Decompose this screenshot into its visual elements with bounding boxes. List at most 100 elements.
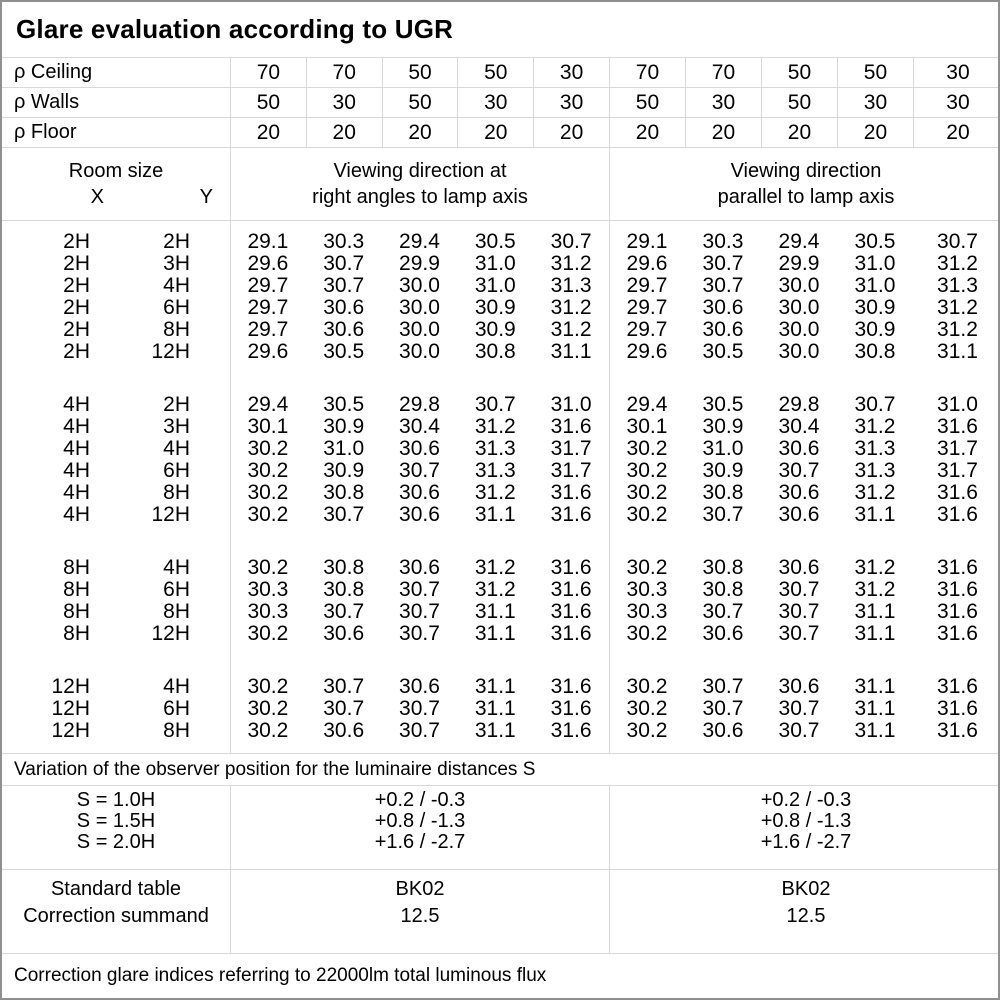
ugr-value-left: 30.7 xyxy=(550,230,592,253)
ugr-value-right: 31.7 xyxy=(937,437,978,460)
ugr-value-right: 31.3 xyxy=(854,437,896,460)
room-size-y: 8H xyxy=(163,719,190,742)
reflectance-value: 50 xyxy=(381,58,458,87)
ugr-value-left: 30.6 xyxy=(323,296,365,319)
left-group-header-line2: right angles to lamp axis xyxy=(312,186,528,208)
ugr-value-left: 31.2 xyxy=(474,578,516,601)
reflectance-value: 50 xyxy=(230,88,306,117)
reflectance-label-ceiling: ρ Ceiling xyxy=(14,61,93,83)
ugr-value-right: 30.8 xyxy=(702,481,744,504)
ugr-value-right: 30.8 xyxy=(854,340,896,363)
s-variation-value: +0.8 / -1.3 xyxy=(760,810,852,832)
ugr-value-right: 30.2 xyxy=(626,697,668,720)
ugr-value-right: 30.5 xyxy=(702,393,744,416)
reflectance-value: 30 xyxy=(533,88,609,117)
ugr-value-left: 30.2 xyxy=(247,503,289,526)
ugr-value-right: 29.8 xyxy=(778,393,820,416)
ugr-value-right: 31.1 xyxy=(937,340,978,363)
observer-variation-block: S = 1.0H S = 1.5H S = 2.0H +0.2 / -0.3 +… xyxy=(2,786,998,870)
ugr-value-right: 31.6 xyxy=(937,697,978,720)
reflectance-value: 30 xyxy=(684,88,761,117)
room-size-x: 2H xyxy=(63,318,90,341)
ugr-value-left: 31.6 xyxy=(550,578,592,601)
ugr-value-left: 31.1 xyxy=(474,503,516,526)
ugr-value-right: 31.1 xyxy=(854,719,896,742)
room-size-x: 12H xyxy=(51,719,90,742)
ugr-value-right: 30.7 xyxy=(702,675,744,698)
ugr-row-group: 4H 2H 29.4 30.5 29.8 30.7 31.0 29.4 30.5 29.8 30.7… xyxy=(2,393,998,526)
ugr-value-left: 31.6 xyxy=(550,719,592,742)
ugr-value-right: 31.7 xyxy=(937,459,978,482)
room-size-y: 4H xyxy=(163,556,190,579)
room-size-x: 4H xyxy=(63,393,90,416)
ugr-value-right: 30.6 xyxy=(702,296,744,319)
room-size-y: 2H xyxy=(163,230,190,253)
ugr-value-right: 31.2 xyxy=(937,252,978,275)
reflectance-value: 20 xyxy=(760,118,837,147)
ugr-value-left: 31.1 xyxy=(474,697,516,720)
ugr-value-right: 30.5 xyxy=(702,340,744,363)
ugr-value-right: 30.3 xyxy=(626,578,668,601)
ugr-value-left: 31.0 xyxy=(474,252,516,275)
ugr-value-left: 30.0 xyxy=(399,340,440,363)
ugr-value-left: 30.7 xyxy=(323,503,365,526)
ugr-row-group: 12H 4H 30.2 30.7 30.6 31.1 31.6 30.2 30.7 30.6 31.… xyxy=(2,675,998,742)
ugr-value-left: 30.8 xyxy=(323,481,365,504)
reflectance-value: 50 xyxy=(760,58,837,87)
ugr-value-right: 30.3 xyxy=(626,600,668,623)
ugr-value-left: 30.2 xyxy=(247,719,289,742)
room-size-x: 2H xyxy=(63,340,90,363)
ugr-value-left: 30.2 xyxy=(247,556,289,579)
ugr-value-right: 30.7 xyxy=(702,274,744,297)
correction-labels: Standard table Correction summand xyxy=(2,870,230,953)
ugr-value-left: 29.6 xyxy=(247,252,289,275)
ugr-value-right: 30.7 xyxy=(778,600,820,623)
reflectance-value: 30 xyxy=(457,88,533,117)
correction-right-values: BK02 12.5 xyxy=(609,870,998,953)
table-row: 4H 8H 30.2 30.8 30.6 31.2 31.6 30.2 30.8 30.6 31.2… xyxy=(2,481,998,504)
room-size-y: 6H xyxy=(163,697,190,720)
ugr-row-group: 8H 4H 30.2 30.8 30.6 31.2 31.6 30.2 30.8 30.6 31.2… xyxy=(2,556,998,645)
reflectance-row-walls: ρ Walls 50 30 50 30 30 50 30 50 30 30 xyxy=(2,88,998,118)
ugr-value-right: 30.7 xyxy=(702,252,744,275)
ugr-value-right: 30.6 xyxy=(702,622,744,645)
reflectance-value: 70 xyxy=(305,58,382,87)
ugr-value-right: 30.6 xyxy=(778,503,820,526)
ugr-value-left: 30.4 xyxy=(399,415,440,438)
table-row: 8H 12H 30.2 30.6 30.7 31.1 31.6 30.2 30.6 30.7 31.… xyxy=(2,622,998,645)
ugr-value-left: 30.8 xyxy=(323,556,365,579)
reflectance-value: 20 xyxy=(381,118,458,147)
ugr-value-left: 31.6 xyxy=(550,503,592,526)
room-size-x: 8H xyxy=(63,600,90,623)
room-size-x: 12H xyxy=(51,675,90,698)
ugr-value-left: 29.7 xyxy=(247,318,289,341)
ugr-value-left: 30.6 xyxy=(399,675,440,698)
ugr-value-right: 30.7 xyxy=(937,230,978,253)
ugr-value-right: 30.7 xyxy=(778,719,820,742)
room-size-y: 2H xyxy=(163,393,190,416)
ugr-value-right: 30.7 xyxy=(702,600,744,623)
room-size-x: 2H xyxy=(63,230,90,253)
ugr-value-left: 30.5 xyxy=(323,340,365,363)
s-distance-labels: S = 1.0H S = 1.5H S = 2.0H xyxy=(2,786,230,869)
ugr-value-left: 31.6 xyxy=(550,556,592,579)
ugr-value-right: 29.4 xyxy=(626,393,668,416)
left-group-header-line1: Viewing direction at xyxy=(333,160,507,182)
ugr-value-right: 30.7 xyxy=(778,459,820,482)
room-size-y: 6H xyxy=(163,578,190,601)
reflectance-value: 30 xyxy=(912,58,998,87)
standard-table-value: BK02 xyxy=(395,878,445,900)
ugr-value-right: 30.0 xyxy=(778,296,820,319)
ugr-value-right: 31.6 xyxy=(937,600,978,623)
ugr-value-right: 30.0 xyxy=(778,318,820,341)
ugr-value-left: 29.1 xyxy=(247,230,289,253)
ugr-value-right: 31.6 xyxy=(937,415,978,438)
right-group-header-line1: Viewing direction xyxy=(730,160,882,182)
ugr-value-left: 31.6 xyxy=(550,675,592,698)
ugr-value-right: 30.8 xyxy=(702,578,744,601)
ugr-value-right: 30.2 xyxy=(626,459,668,482)
ugr-value-left: 29.7 xyxy=(247,296,289,319)
reflectance-value: 50 xyxy=(760,88,837,117)
ugr-value-left: 31.2 xyxy=(550,318,592,341)
correction-block: Standard table Correction summand BK02 1… xyxy=(2,870,998,954)
